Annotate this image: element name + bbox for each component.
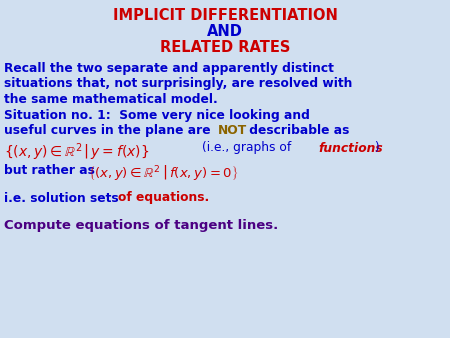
Text: describable as: describable as [245,124,349,137]
Text: i.e. solution sets: i.e. solution sets [4,192,123,204]
Text: Compute equations of tangent lines.: Compute equations of tangent lines. [4,219,278,233]
Text: useful curves in the plane are: useful curves in the plane are [4,124,215,137]
Text: NOT: NOT [218,124,247,137]
Text: AND: AND [207,24,243,39]
Text: functions: functions [318,142,382,154]
Text: RELATED RATES: RELATED RATES [160,40,290,55]
Text: situations that, not surprisingly, are resolved with: situations that, not surprisingly, are r… [4,77,352,91]
Text: the same mathematical model.: the same mathematical model. [4,93,218,106]
Text: Recall the two separate and apparently distinct: Recall the two separate and apparently d… [4,62,334,75]
Text: $\left\{(x,y)\in\mathbb{R}^2\,\middle|\,f(x,y)=0\right\}$: $\left\{(x,y)\in\mathbb{R}^2\,\middle|\,… [88,164,238,183]
Text: of equations.: of equations. [118,192,209,204]
Text: $\left\{(x,y)\in\mathbb{R}^2\,\middle|\,y=f(x)\right\}$: $\left\{(x,y)\in\mathbb{R}^2\,\middle|\,… [4,142,149,163]
Text: Situation no. 1:  Some very nice looking and: Situation no. 1: Some very nice looking … [4,108,310,121]
Text: (i.e., graphs of: (i.e., graphs of [202,142,295,154]
Text: IMPLICIT DIFFERENTIATION: IMPLICIT DIFFERENTIATION [112,8,338,23]
Text: ): ) [374,142,379,154]
Text: but rather as: but rather as [4,164,99,176]
